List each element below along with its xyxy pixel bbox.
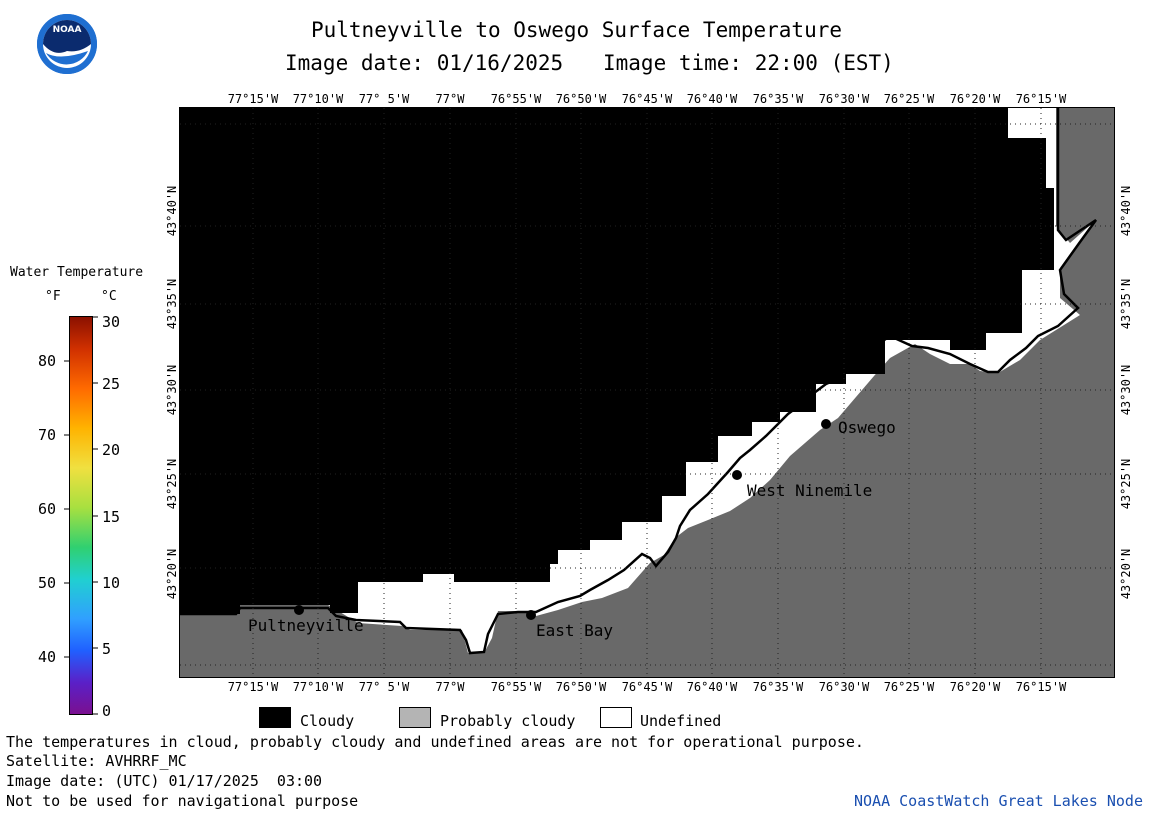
- colorbar-c-tick: 25: [102, 375, 121, 393]
- legend-cloudy-swatch: [259, 707, 291, 728]
- lon-label-top: 77°15'W: [227, 92, 279, 106]
- lon-label-bottom: 76°30'W: [818, 680, 870, 694]
- image-date: Image date: 01/16/2025: [285, 51, 564, 75]
- temperature-map: Oswego West Ninemile East Bay Pultneyvil…: [180, 108, 1114, 677]
- legend-cloudy-label: Cloudy: [300, 712, 355, 730]
- lat-label-left: 43°30'N: [165, 364, 179, 416]
- colorbar-title: Water Temperature: [10, 265, 144, 280]
- colorbar-unit-f: °F: [45, 289, 61, 304]
- lon-label-top: 76°30'W: [818, 92, 870, 106]
- lat-label-right: 43°25'N: [1119, 458, 1133, 510]
- lon-label-top: 76°15'W: [1015, 92, 1067, 106]
- image-time: Image time: 22:00 (EST): [603, 51, 894, 75]
- legend-probably-cloudy-swatch: [399, 707, 431, 728]
- utc-date-text: Image date: (UTC) 01/17/2025 03:00: [6, 772, 323, 790]
- lat-label-right: 43°35'N: [1119, 278, 1133, 330]
- pultneyville-marker: [294, 605, 304, 615]
- east-bay-marker: [526, 610, 536, 620]
- lon-label-top: 76°50'W: [555, 92, 607, 106]
- coastline: [180, 108, 1098, 655]
- west-ninemile-marker: [732, 470, 742, 480]
- lon-label-top: 76°35'W: [752, 92, 804, 106]
- lon-label-bottom: 76°15'W: [1015, 680, 1067, 694]
- lon-label-top: 77°W: [435, 92, 465, 106]
- lon-label-top: 77° 5'W: [358, 92, 410, 106]
- lon-label-bottom: 77°W: [435, 680, 465, 694]
- lon-label-top: 77°10'W: [292, 92, 344, 106]
- credit-text: NOAA CoastWatch Great Lakes Node: [854, 792, 1143, 810]
- page-title: Pultneyville to Oswego Surface Temperatu…: [310, 18, 842, 42]
- lon-label-bottom: 76°55'W: [490, 680, 542, 694]
- lon-label-top: 76°55'W: [490, 92, 542, 106]
- label-pultneyville: Pultneyville: [248, 616, 364, 635]
- lon-label-top: 76°45'W: [621, 92, 673, 106]
- label-east-bay: East Bay: [536, 621, 614, 640]
- noaa-logo: NOAA: [36, 13, 98, 75]
- disclaimer-text: The temperatures in cloud, probably clou…: [6, 733, 864, 751]
- legend-undefined-label: Undefined: [640, 712, 722, 730]
- temperature-colorbar: [69, 316, 93, 715]
- colorbar-f-tick: 50: [38, 574, 57, 592]
- label-oswego: Oswego: [838, 418, 896, 437]
- lon-label-bottom: 76°20'W: [949, 680, 1001, 694]
- legend-undefined-swatch: [600, 707, 632, 728]
- label-west-ninemile: West Ninemile: [747, 481, 873, 500]
- colorbar-f-tick: 40: [38, 648, 57, 666]
- colorbar-f-tick: 70: [38, 426, 57, 444]
- colorbar-c-tick: 10: [102, 574, 121, 592]
- cloudy-area: [180, 108, 1054, 614]
- lat-label-left: 43°20'N: [165, 548, 179, 600]
- colorbar-unit-c: °C: [101, 289, 117, 304]
- graticule: [180, 108, 1114, 677]
- colorbar-f-tick: 60: [38, 500, 57, 518]
- satellite-text: Satellite: AVHRRF_MC: [6, 752, 187, 770]
- lon-label-bottom: 76°45'W: [621, 680, 673, 694]
- lat-label-right: 43°40'N: [1119, 185, 1133, 237]
- colorbar-c-tick: 20: [102, 441, 121, 459]
- colorbar-f-tick: 80: [38, 352, 57, 370]
- lat-label-right: 43°30'N: [1119, 364, 1133, 416]
- colorbar-c-tick: 30: [102, 313, 121, 331]
- legend-probably-cloudy-label: Probably cloudy: [440, 712, 576, 730]
- lon-label-bottom: 77°10'W: [292, 680, 344, 694]
- colorbar-c-tick: 5: [102, 640, 112, 658]
- lon-label-bottom: 77° 5'W: [358, 680, 410, 694]
- colorbar-c-tick: 0: [102, 702, 112, 720]
- colorbar-c-tick: 15: [102, 508, 121, 526]
- lon-label-top: 76°40'W: [686, 92, 738, 106]
- lon-label-bottom: 77°15'W: [227, 680, 279, 694]
- lon-label-top: 76°25'W: [883, 92, 935, 106]
- logo-text: NOAA: [52, 25, 82, 35]
- lon-label-bottom: 76°25'W: [883, 680, 935, 694]
- lon-label-top: 76°20'W: [949, 92, 1001, 106]
- navigation-warning-text: Not to be used for navigational purpose: [6, 792, 359, 810]
- colorbar-tick-marks: [64, 316, 98, 715]
- oswego-marker: [821, 419, 831, 429]
- lat-label-left: 43°40'N: [165, 185, 179, 237]
- lon-label-bottom: 76°35'W: [752, 680, 804, 694]
- lat-label-left: 43°25'N: [165, 458, 179, 510]
- lat-label-left: 43°35'N: [165, 278, 179, 330]
- lon-label-bottom: 76°40'W: [686, 680, 738, 694]
- lat-label-right: 43°20'N: [1119, 548, 1133, 600]
- lon-label-bottom: 76°50'W: [555, 680, 607, 694]
